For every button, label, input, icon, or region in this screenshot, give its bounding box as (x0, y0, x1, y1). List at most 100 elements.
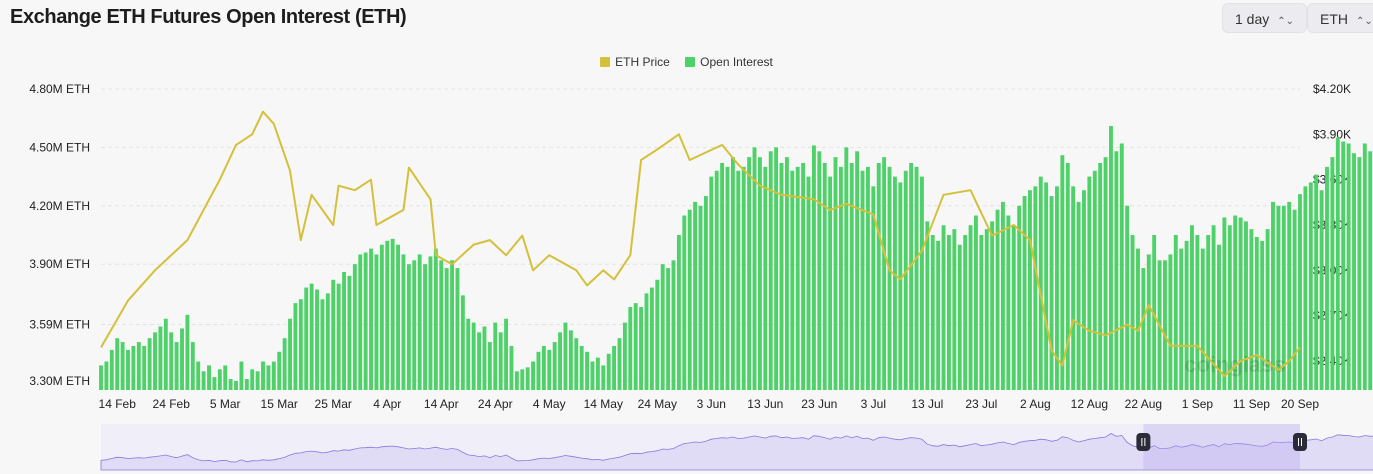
oi-bar[interactable] (1276, 205, 1281, 390)
oi-bar[interactable] (244, 379, 249, 390)
oi-bar[interactable] (1244, 221, 1248, 390)
oi-bar[interactable] (136, 342, 141, 390)
oi-bar[interactable] (882, 157, 887, 390)
oi-bar[interactable] (1308, 182, 1313, 390)
oi-bar[interactable] (1141, 268, 1146, 390)
oi-bar[interactable] (703, 196, 708, 390)
oi-bar[interactable] (1109, 125, 1113, 390)
oi-bar[interactable] (1287, 201, 1292, 390)
oi-bar[interactable] (741, 166, 746, 390)
oi-bar[interactable] (720, 162, 725, 390)
oi-bar[interactable] (174, 342, 179, 390)
oi-bar[interactable] (466, 318, 471, 390)
oi-bar[interactable] (617, 338, 622, 390)
oi-bar[interactable] (363, 252, 368, 390)
oi-bar[interactable] (309, 283, 314, 390)
oi-bar[interactable] (1292, 209, 1297, 390)
oi-bar[interactable] (282, 338, 287, 390)
oi-bar[interactable] (304, 287, 309, 390)
oi-bar[interactable] (1314, 174, 1319, 390)
oi-bar[interactable] (1200, 248, 1205, 390)
oi-bar[interactable] (817, 151, 822, 390)
oi-bar[interactable] (1362, 143, 1367, 390)
oi-bar[interactable] (763, 166, 768, 390)
oi-bar[interactable] (104, 361, 109, 390)
oi-bar[interactable] (396, 244, 400, 390)
oi-bar[interactable] (730, 157, 735, 390)
oi-bar[interactable] (325, 293, 330, 390)
oi-bar[interactable] (919, 176, 924, 390)
oi-bar[interactable] (1341, 141, 1346, 390)
oi-bar[interactable] (736, 170, 741, 390)
oi-bar[interactable] (1303, 186, 1308, 390)
oi-bar[interactable] (509, 345, 514, 390)
oi-bar[interactable] (315, 289, 319, 390)
oi-bar[interactable] (1352, 153, 1356, 390)
eth-price-line[interactable] (100, 110, 1301, 378)
oi-bar[interactable] (747, 157, 752, 390)
oi-bar[interactable] (595, 357, 600, 390)
oi-bar[interactable] (547, 349, 552, 390)
oi-bar[interactable] (1233, 215, 1238, 390)
oi-bar[interactable] (185, 314, 190, 390)
oi-bar[interactable] (579, 345, 584, 390)
oi-bar[interactable] (1049, 196, 1054, 390)
oi-bar[interactable] (1179, 248, 1184, 390)
oi-bar[interactable] (1119, 143, 1124, 390)
oi-bar[interactable] (784, 157, 789, 390)
oi-bar[interactable] (752, 147, 757, 390)
oi-bar[interactable] (271, 361, 276, 390)
oi-bar[interactable] (974, 215, 978, 390)
oi-bar[interactable] (1125, 205, 1130, 390)
oi-bar[interactable] (541, 345, 546, 390)
oi-bar[interactable] (979, 235, 984, 390)
oi-bar[interactable] (849, 162, 854, 390)
oi-bar[interactable] (1033, 186, 1038, 390)
oi-bar[interactable] (1184, 240, 1189, 390)
oi-bar[interactable] (433, 248, 438, 390)
oi-bar[interactable] (406, 264, 411, 390)
oi-bar[interactable] (1281, 205, 1286, 390)
oi-bar[interactable] (1011, 225, 1016, 390)
navigator-handle[interactable] (1293, 433, 1307, 451)
oi-bar[interactable] (892, 176, 897, 390)
oi-bar[interactable] (471, 322, 476, 390)
oi-bar[interactable] (844, 147, 849, 390)
oi-bar[interactable] (250, 369, 255, 390)
oi-bar[interactable] (795, 166, 800, 390)
oi-bar[interactable] (666, 268, 671, 390)
oi-bar[interactable] (984, 229, 989, 390)
oi-bar[interactable] (952, 229, 957, 390)
oi-bar[interactable] (585, 351, 590, 390)
oi-bar[interactable] (676, 235, 681, 390)
oi-bar[interactable] (946, 235, 951, 390)
oi-bar[interactable] (1071, 186, 1076, 390)
oi-bar[interactable] (1146, 254, 1151, 390)
oi-bar[interactable] (120, 342, 125, 390)
oi-bar[interactable] (779, 162, 784, 390)
oi-bar[interactable] (601, 365, 606, 390)
oi-bar[interactable] (493, 322, 498, 390)
oi-bar[interactable] (1087, 176, 1092, 390)
oi-bar[interactable] (682, 215, 687, 390)
coin-select[interactable]: ETH ⌃⌄ (1307, 3, 1373, 33)
oi-bar[interactable] (930, 235, 935, 390)
oi-bar[interactable] (1346, 143, 1351, 390)
oi-bar[interactable] (860, 170, 865, 390)
oi-bar[interactable] (963, 235, 968, 390)
interval-select[interactable]: 1 day ⌃⌄ (1222, 3, 1308, 33)
oi-bar[interactable] (261, 361, 265, 390)
oi-bar[interactable] (1330, 157, 1335, 390)
oi-bar[interactable] (1217, 244, 1221, 390)
oi-bar[interactable] (417, 254, 422, 390)
oi-bar[interactable] (228, 379, 233, 390)
oi-bar[interactable] (477, 332, 482, 390)
oi-bar[interactable] (909, 162, 914, 390)
oi-bar[interactable] (536, 351, 541, 390)
oi-bar[interactable] (153, 332, 157, 390)
oi-bar[interactable] (1271, 201, 1275, 390)
oi-bar[interactable] (1298, 194, 1302, 390)
oi-bar[interactable] (811, 145, 816, 390)
oi-bar[interactable] (1103, 157, 1108, 390)
oi-bar[interactable] (223, 365, 228, 390)
